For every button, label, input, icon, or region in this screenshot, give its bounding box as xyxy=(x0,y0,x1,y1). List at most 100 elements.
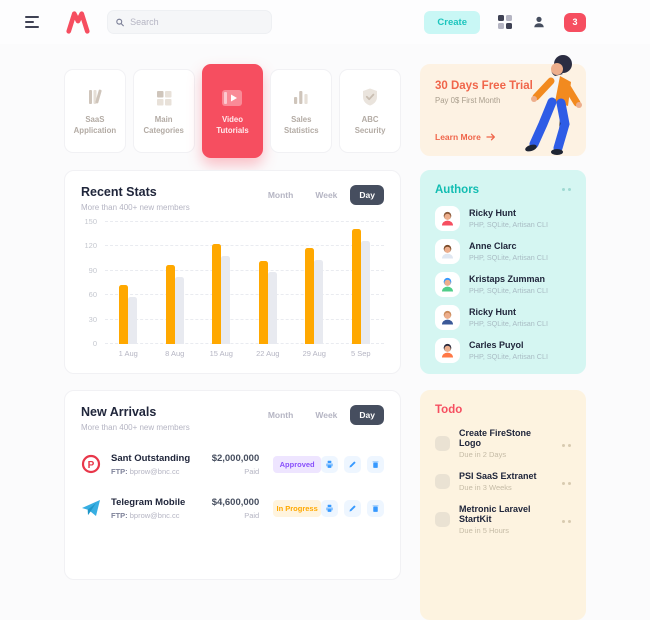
author-text: Anne Clarc PHP, SQLite, Artisan CLI xyxy=(469,241,548,262)
print-icon[interactable] xyxy=(321,499,338,517)
category-card-sales-statistics[interactable]: Sales Statistics xyxy=(270,69,333,153)
author-avatar xyxy=(435,206,460,231)
author-skills: PHP, SQLite, Artisan CLI xyxy=(469,319,548,328)
bar-group-8-aug xyxy=(155,222,195,344)
gridline xyxy=(105,318,384,320)
y-tick-label: 90 xyxy=(88,265,97,275)
arrow-right-icon xyxy=(486,133,495,141)
status-badge: In Progress xyxy=(273,499,321,517)
new-arrivals-subtitle: More than 400+ new members xyxy=(81,423,190,432)
todo-menu-dots-icon[interactable] xyxy=(562,478,571,485)
bar-group-1-aug xyxy=(108,222,148,344)
category-card-label: Main Categories xyxy=(143,115,184,135)
bar-secondary[interactable] xyxy=(128,296,138,344)
bar-secondary[interactable] xyxy=(267,272,277,344)
bar-primary[interactable] xyxy=(258,261,268,344)
arrival-ftp: FTP: bprow@bnc.cc xyxy=(111,466,180,476)
category-card-video-tutorials[interactable]: Video Tutorials xyxy=(201,64,264,158)
todo-text: Create FireStone Logo Due in 2 Days xyxy=(459,428,553,459)
todo-item-due: Due in 2 Days xyxy=(459,449,507,459)
x-tick-label: 5 Sep xyxy=(350,349,371,358)
gridline xyxy=(105,343,384,344)
todo-text: Metronic Laravel StartKit Due in 5 Hours xyxy=(459,504,553,535)
author-name: Ricky Hunt xyxy=(469,307,517,317)
bar-secondary[interactable] xyxy=(221,256,231,344)
gridline xyxy=(105,245,384,247)
bar-primary[interactable] xyxy=(119,285,129,344)
todo-item-title[interactable]: Create FireStone Logo xyxy=(459,427,532,448)
author-list-item[interactable]: Ricky Hunt PHP, SQLite, Artisan CLI xyxy=(435,202,571,235)
filter-month[interactable]: Month xyxy=(267,410,294,420)
category-card-label: SaaS Application xyxy=(73,115,117,135)
grid-tiles-icon xyxy=(155,85,173,107)
filter-day[interactable]: Day xyxy=(350,405,384,425)
user-icon[interactable] xyxy=(530,13,548,31)
author-list-item[interactable]: Ricky Hunt PHP, SQLite, Artisan CLI xyxy=(435,301,571,334)
author-avatar xyxy=(435,305,460,330)
todo-item: PSI SaaS Extranet Due in 3 Weeks xyxy=(435,462,571,500)
todo-panel: Todo Create FireStone Logo Due in 2 Days P… xyxy=(420,390,586,620)
bar-primary[interactable] xyxy=(351,228,361,344)
arrival-name[interactable]: Sant Outstanding xyxy=(111,452,191,464)
authors-menu-dots-icon[interactable] xyxy=(562,184,571,191)
category-card-saas-application[interactable]: SaaS Application xyxy=(64,69,126,153)
bar-primary[interactable] xyxy=(212,243,222,344)
todo-item-title[interactable]: PSI SaaS Extranet xyxy=(459,470,537,481)
bar-secondary[interactable] xyxy=(174,276,184,344)
todo-checkbox[interactable] xyxy=(435,473,450,489)
author-text: Ricky Hunt PHP, SQLite, Artisan CLI xyxy=(469,307,548,328)
create-button[interactable]: Create xyxy=(424,10,480,34)
delete-icon[interactable] xyxy=(367,499,384,517)
bar-secondary[interactable] xyxy=(314,260,324,344)
row-actions xyxy=(321,455,384,473)
walking-person-illustration xyxy=(525,55,582,155)
filter-week[interactable]: Week xyxy=(315,410,338,420)
notification-badge[interactable]: 3 xyxy=(564,12,586,32)
trial-title: 30 Days Free Trial xyxy=(435,80,533,92)
learn-more-label: Learn More xyxy=(435,132,481,142)
author-list-item[interactable]: Kristaps Zumman PHP, SQLite, Artisan CLI xyxy=(435,268,571,301)
todo-item-title[interactable]: Metronic Laravel StartKit xyxy=(459,503,531,524)
author-list-item[interactable]: Carles Puyol PHP, SQLite, Artisan CLI xyxy=(435,334,571,367)
x-tick-label: 8 Aug xyxy=(165,349,185,358)
category-card-main-categories[interactable]: Main Categories xyxy=(132,69,195,153)
search-input[interactable] xyxy=(130,17,263,27)
edit-icon[interactable] xyxy=(344,499,361,517)
new-arrivals-title: New Arrivals xyxy=(81,405,157,419)
hamburger-icon[interactable] xyxy=(25,16,41,28)
arrival-ftp: FTP: bprow@bnc.cc xyxy=(111,510,180,520)
todo-menu-dots-icon[interactable] xyxy=(562,516,571,523)
edit-icon[interactable] xyxy=(344,455,361,473)
arrival-name[interactable]: Telegram Mobile xyxy=(111,496,186,508)
category-card-abc-security[interactable]: ABC Security xyxy=(339,69,401,153)
author-name: Anne Clarc xyxy=(469,241,517,251)
free-trial-card[interactable]: 30 Days Free Trial Pay 0$ First Month Le… xyxy=(420,55,586,156)
filter-day[interactable]: Day xyxy=(350,185,384,205)
filter-week[interactable]: Week xyxy=(315,190,338,200)
bar-secondary[interactable] xyxy=(360,240,370,344)
learn-more-link[interactable]: Learn More xyxy=(435,132,496,142)
todo-item: Create FireStone Logo Due in 2 Days xyxy=(435,424,571,462)
search-bar[interactable] xyxy=(107,10,272,34)
authors-list: Ricky Hunt PHP, SQLite, Artisan CLI Anne C… xyxy=(421,196,585,367)
todo-item-due: Due in 3 Weeks xyxy=(459,482,512,492)
todo-item-due: Due in 5 Hours xyxy=(459,525,510,535)
chart-plot xyxy=(105,221,384,344)
todo-checkbox[interactable] xyxy=(435,511,450,527)
author-list-item[interactable]: Anne Clarc PHP, SQLite, Artisan CLI xyxy=(435,235,571,268)
print-icon[interactable] xyxy=(321,455,338,473)
logo-m-icon[interactable] xyxy=(65,9,91,35)
bar-primary[interactable] xyxy=(305,248,315,344)
authors-panel: Authors Ricky Hunt PHP, SQLite, Artisan C… xyxy=(420,170,586,374)
delete-icon[interactable] xyxy=(367,455,384,473)
category-cards: SaaS Application Main Categories Video Tut… xyxy=(64,64,401,158)
shield-check-icon xyxy=(360,85,380,107)
todo-checkbox[interactable] xyxy=(435,435,450,451)
bar-primary[interactable] xyxy=(165,265,175,344)
apps-grid-icon[interactable] xyxy=(496,13,514,31)
author-text: Kristaps Zumman PHP, SQLite, Artisan CLI xyxy=(469,274,548,295)
authors-title: Authors xyxy=(435,184,480,196)
todo-menu-dots-icon[interactable] xyxy=(562,440,571,447)
bar-group-22-aug xyxy=(248,222,288,344)
filter-month[interactable]: Month xyxy=(267,190,294,200)
